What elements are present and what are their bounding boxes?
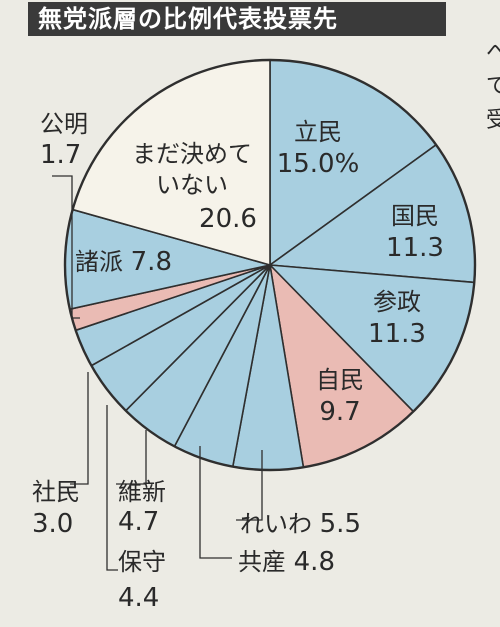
slice-value-0: 15.0%	[277, 149, 360, 179]
slice-label-1: 国民	[391, 202, 439, 230]
leader-line-4	[236, 450, 263, 521]
slice-label-5: 共産 4.8	[238, 547, 335, 577]
slice-label-3: 自民	[316, 366, 364, 394]
leader-line-6	[116, 430, 147, 485]
slice-label-6: 維新	[118, 478, 166, 506]
slice-label-10: 諸派 7.8	[75, 247, 172, 277]
slice-value-6: 4.7	[118, 507, 159, 537]
slice-value-3: 9.7	[319, 397, 360, 427]
slice-label-8: 社民	[32, 478, 80, 506]
slice-label-11-line-0: まだ決めて	[132, 140, 252, 168]
cropped-text-edge: へで受	[486, 40, 500, 133]
slice-value-1: 11.3	[386, 233, 444, 263]
slice-label-7: 保守	[118, 548, 166, 576]
slice-value-10: 7.8	[131, 247, 172, 277]
slice-value-4: 5.5	[320, 509, 361, 539]
slice-label-4: れいわ 5.5	[240, 509, 361, 539]
slice-value-7: 4.4	[118, 583, 159, 613]
leader-line-8	[70, 372, 89, 485]
slice-label-2: 参政	[373, 288, 421, 316]
leader-line-7	[106, 405, 118, 571]
slice-value-9: 1.7	[40, 140, 81, 170]
slice-label-0: 立民	[294, 118, 342, 146]
chart-title: 無党派層の比例代表投票先	[28, 2, 446, 36]
pie-outline	[63, 58, 477, 472]
leader-lines	[52, 175, 263, 571]
slice-value-11: 20.6	[199, 204, 257, 234]
leader-line-9	[52, 175, 80, 319]
slice-label-11-line-1: いない	[156, 171, 228, 199]
slice-label-9: 公明	[40, 110, 88, 138]
slice-value-5: 4.8	[294, 547, 335, 577]
leader-line-5	[199, 446, 232, 559]
pie-slices	[63, 58, 477, 472]
slice-value-8: 3.0	[32, 509, 73, 539]
slice-value-2: 11.3	[368, 319, 426, 349]
